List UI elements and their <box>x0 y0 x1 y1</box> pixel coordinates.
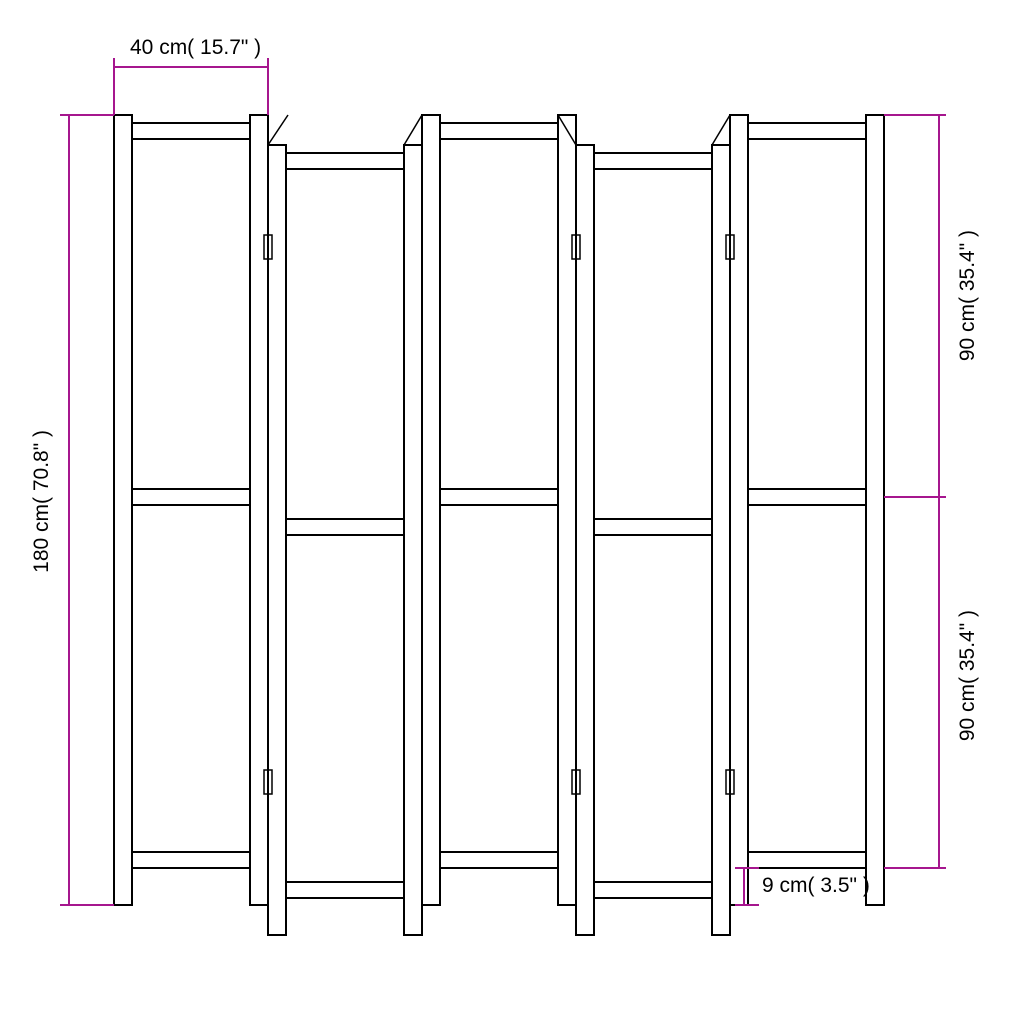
dim-panel-width-line <box>114 66 268 68</box>
panel-3 <box>268 115 576 905</box>
dim-panel-width-label: 40 cm( 15.7" ) <box>130 36 261 60</box>
dim-upper-height-line <box>938 115 940 497</box>
dim-total-height-label: 180 cm( 70.8" ) <box>30 430 54 573</box>
dim-upper-height-label: 90 cm( 35.4" ) <box>956 230 980 361</box>
dim-lower-height-label: 90 cm( 35.4" ) <box>956 610 980 741</box>
panel-2 <box>264 145 422 935</box>
dim-tick <box>884 114 946 116</box>
dim-tick <box>884 496 946 498</box>
panel-5 <box>712 115 884 905</box>
dim-tick <box>60 114 114 116</box>
panel-4 <box>558 115 730 935</box>
dim-tick <box>60 904 114 906</box>
dim-tick <box>267 58 269 115</box>
divider-drawing <box>0 0 1024 1024</box>
dim-tick <box>113 58 115 115</box>
dim-foot-height-label: 9 cm( 3.5" ) <box>762 874 870 898</box>
dim-tick <box>735 867 759 869</box>
dim-lower-height-line <box>938 497 940 868</box>
diagram-stage: { "dimensions": { "panel_width": { "text… <box>0 0 1024 1024</box>
dim-total-height-line <box>68 115 70 905</box>
dim-foot-height-line <box>743 868 745 905</box>
panel-1 <box>114 115 268 905</box>
dim-tick <box>884 867 946 869</box>
dim-tick <box>735 904 759 906</box>
